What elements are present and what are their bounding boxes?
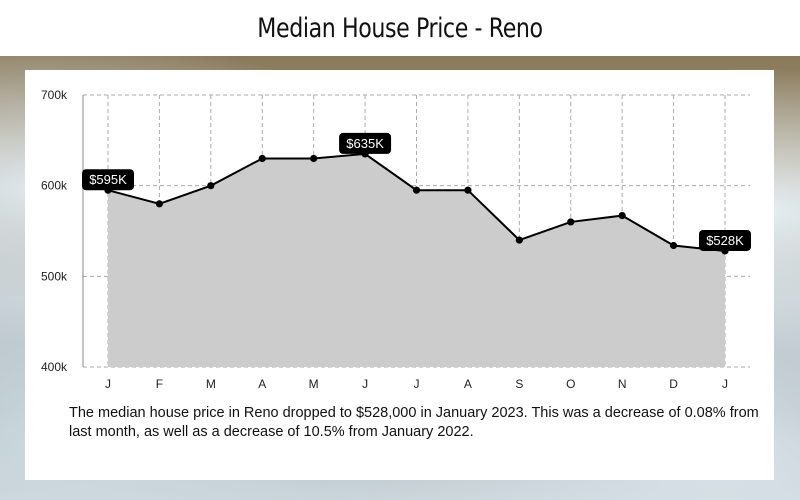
chart-card: 400k 500k 600k 700k J F M A M J J A S O N D J $595K $635K $… — [25, 70, 774, 480]
y-tick-label: 600k — [41, 179, 68, 193]
data-point — [464, 186, 472, 194]
area-fill — [108, 153, 725, 367]
data-label-box — [82, 169, 134, 191]
x-tick-label: J — [105, 377, 111, 391]
data-point — [669, 241, 678, 250]
x-tick-label: S — [515, 377, 523, 391]
data-label: $635K — [346, 136, 384, 151]
data-point — [258, 154, 266, 163]
y-tick-label: 500k — [41, 269, 68, 283]
data-label-box — [699, 229, 751, 251]
x-tick-label: M — [206, 377, 216, 391]
data-point — [310, 154, 318, 163]
x-tick-label: A — [464, 377, 472, 391]
y-tick-label: 400k — [41, 360, 68, 374]
x-tick-label: J — [362, 377, 368, 391]
area-chart: 400k 500k 600k 700k J F M A M J J A S O N D J $595K $635K $… — [41, 88, 751, 391]
page-title: Median House Price - Reno — [257, 12, 543, 44]
y-tick-label: 700k — [41, 88, 68, 102]
x-tick-label: N — [618, 377, 627, 391]
x-tick-label: M — [309, 377, 319, 391]
x-tick-label: O — [566, 377, 575, 391]
x-tick-label: J — [414, 377, 420, 391]
data-label: $528K — [706, 233, 744, 248]
x-tick-label: F — [156, 377, 163, 391]
data-point — [207, 182, 215, 190]
data-point — [618, 211, 626, 220]
x-tick-label: A — [258, 377, 266, 391]
x-tick-label: D — [669, 377, 678, 391]
data-point — [567, 218, 575, 226]
data-point — [155, 200, 164, 208]
data-label-box — [339, 132, 392, 154]
data-point — [412, 186, 421, 194]
data-point — [515, 236, 523, 244]
x-tick-label: J — [722, 377, 728, 391]
data-label: $595K — [89, 172, 127, 187]
chart-caption: The median house price in Reno dropped t… — [69, 405, 759, 440]
